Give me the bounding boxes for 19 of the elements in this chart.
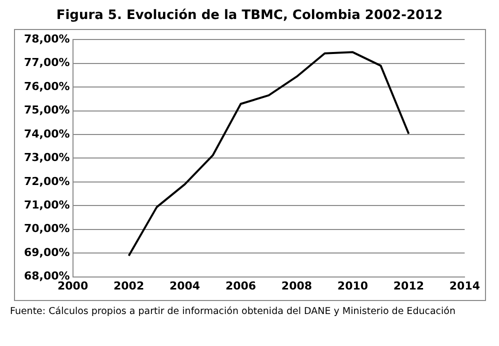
x-tick-label: 2014 [449,279,480,292]
x-tick-label: 2012 [393,279,424,292]
y-tick-label: 72,00% [24,174,70,188]
x-tick-label: 2002 [113,279,144,292]
chart-title: Figura 5. Evolución de la TBMC, Colombia 2002-2012 [55,8,444,23]
y-tick-label: 76,00% [24,80,70,93]
x-tick-label: 2004 [169,279,200,292]
y-tick-label: 78,00% [24,32,70,46]
x-tick-label: 2010 [337,279,368,292]
x-tick-label: 2006 [225,279,256,292]
source-note: Fuente: Cálculos propios a partir de información obtenida del DANE y Ministerio de Educación [10,306,456,317]
y-tick-label: 69,00% [24,246,70,259]
y-tick-label: 70,00% [24,222,70,236]
y-tick-label: 71,00% [24,198,70,212]
y-tick-label: 74,00% [24,127,70,140]
y-tick-label: 75,00% [24,104,70,117]
x-tick-label: 2008 [281,279,312,292]
y-tick-label: 77,00% [24,56,70,70]
y-tick-label: 73,00% [24,151,70,164]
